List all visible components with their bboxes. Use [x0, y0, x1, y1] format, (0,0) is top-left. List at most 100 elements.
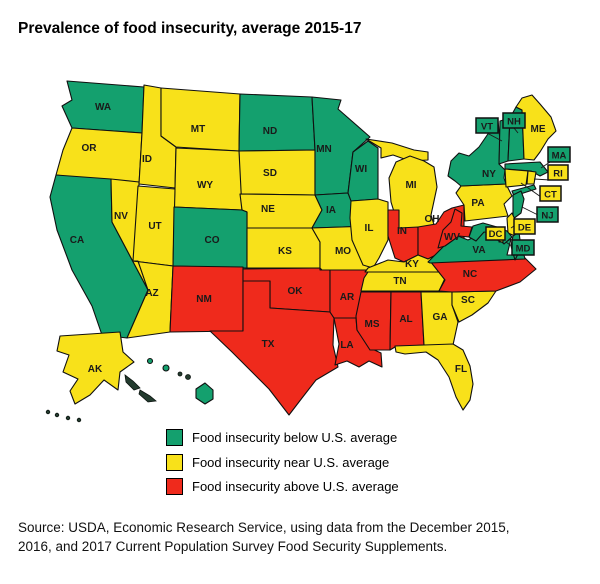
state-nj — [512, 190, 525, 220]
legend-swatch-above — [166, 478, 183, 495]
state-label-ga: GA — [433, 312, 448, 323]
leader-ma — [540, 161, 551, 169]
legend-label-below: Food insecurity below U.S. average — [192, 430, 398, 445]
state-label-fl: FL — [455, 364, 467, 375]
leader-lines — [486, 127, 551, 248]
state-box-nh — [502, 112, 526, 129]
state-label-ar: AR — [340, 292, 355, 303]
legend-label-near: Food insecurity near U.S. average — [192, 454, 390, 470]
state-label-il: IL — [365, 223, 374, 234]
state-mt — [160, 87, 241, 152]
state-box-label-vt: VT — [481, 122, 493, 133]
state-fl — [394, 343, 474, 411]
state-label-wy: WY — [197, 180, 213, 191]
state-box-dc — [485, 226, 506, 241]
state-nc — [429, 256, 537, 293]
state-box-nj — [536, 206, 559, 223]
state-tn — [360, 271, 449, 292]
state-wy — [173, 147, 243, 211]
state-label-nc: NC — [463, 269, 477, 280]
legend-row-below: Food insecurity below U.S. average — [166, 429, 399, 446]
hawaii-islets — [177, 371, 191, 380]
leader-nj — [521, 206, 539, 216]
state-label-sd: SD — [263, 168, 277, 179]
state-label-mi: MI — [405, 180, 416, 191]
state-label-in: IN — [397, 226, 407, 237]
state-label-or: OR — [82, 143, 98, 154]
state-il — [349, 198, 389, 269]
state-label-az: AZ — [145, 288, 158, 299]
source-line-2: 2016, and 2017 Current Population Survey… — [18, 538, 448, 554]
state-ri — [526, 170, 537, 185]
state-hi-big-island — [195, 382, 214, 405]
state-label-al: AL — [399, 314, 412, 325]
legend-row-near: Food insecurity near U.S. average — [166, 453, 399, 471]
state-box-ri — [547, 164, 569, 181]
state-nd — [238, 93, 316, 152]
state-ct — [504, 168, 529, 188]
state-label-ms: MS — [365, 319, 380, 330]
state-label-tn: TN — [393, 276, 406, 287]
state-box-md — [511, 239, 535, 256]
state-box-vt — [475, 117, 499, 134]
state-label-oh: OH — [425, 214, 440, 225]
state-label-ky: KY — [405, 259, 419, 270]
state-me — [515, 94, 557, 161]
state-box-label-de: DE — [518, 223, 531, 234]
state-label-ne: NE — [261, 204, 275, 215]
state-box-label-md: MD — [516, 244, 531, 255]
state-label-mn: MN — [316, 144, 332, 155]
state-box-label-ma: MA — [552, 151, 567, 162]
state-label-id: ID — [142, 154, 152, 165]
state-label-wi: WI — [355, 164, 367, 175]
leader-nh — [513, 127, 519, 134]
state-labels: WA OR CA NV ID MT WY UT CO AZ NM ND SD N… — [70, 102, 546, 375]
state-box-label-nh: NH — [507, 117, 521, 128]
state-hi-oahu — [162, 364, 170, 372]
state-box-label-dc: DC — [489, 229, 503, 240]
state-ne — [239, 193, 323, 229]
state-label-nd: ND — [263, 126, 277, 137]
state-box-label-ct: CT — [544, 190, 557, 201]
state-label-co: CO — [205, 235, 220, 246]
legend-swatch-near — [166, 453, 183, 471]
legend-swatch-below — [166, 429, 183, 446]
state-label-me: ME — [531, 124, 546, 135]
state-label-ok: OK — [288, 286, 304, 297]
state-label-ak: AK — [88, 364, 103, 375]
state-box-label-ri: RI — [553, 169, 563, 180]
legend: Food insecurity below U.S. average Food … — [166, 429, 399, 503]
state-label-ia: IA — [326, 205, 336, 216]
leader-ct — [520, 182, 542, 198]
state-label-sc: SC — [461, 295, 475, 306]
state-label-wv: WV — [444, 232, 460, 243]
state-label-nm: NM — [196, 294, 212, 305]
alaska-islets — [45, 374, 157, 423]
state-label-mo: MO — [335, 246, 351, 257]
state-label-nv: NV — [114, 211, 128, 222]
state-label-ny: NY — [482, 169, 496, 180]
leader-vt — [486, 132, 503, 142]
state-hi-kauai — [146, 357, 154, 365]
state-box-label-nj: NJ — [541, 211, 553, 222]
state-sd — [238, 149, 316, 196]
state-label-ca: CA — [70, 235, 84, 246]
state-label-ut: UT — [148, 221, 161, 232]
state-box-ma — [547, 146, 571, 163]
state-label-mt: MT — [191, 124, 205, 135]
chart-title: Prevalence of food insecurity, average 2… — [18, 20, 362, 37]
state-label-tx: TX — [262, 339, 275, 350]
state-label-pa: PA — [471, 198, 484, 209]
legend-label-above: Food insecurity above U.S. average — [192, 479, 399, 494]
state-tx — [209, 280, 339, 416]
state-mi-lower — [388, 155, 438, 229]
state-label-la: LA — [340, 340, 353, 351]
source-line-1: Source: USDA, Economic Research Service,… — [18, 520, 510, 535]
legend-row-above: Food insecurity above U.S. average — [166, 478, 399, 495]
source-note: Source: USDA, Economic Research Service,… — [18, 519, 596, 556]
state-label-ks: KS — [278, 246, 292, 257]
state-label-va: VA — [472, 245, 485, 256]
state-ak — [56, 331, 135, 405]
state-box-de — [513, 218, 536, 235]
state-label-wa: WA — [95, 102, 111, 113]
